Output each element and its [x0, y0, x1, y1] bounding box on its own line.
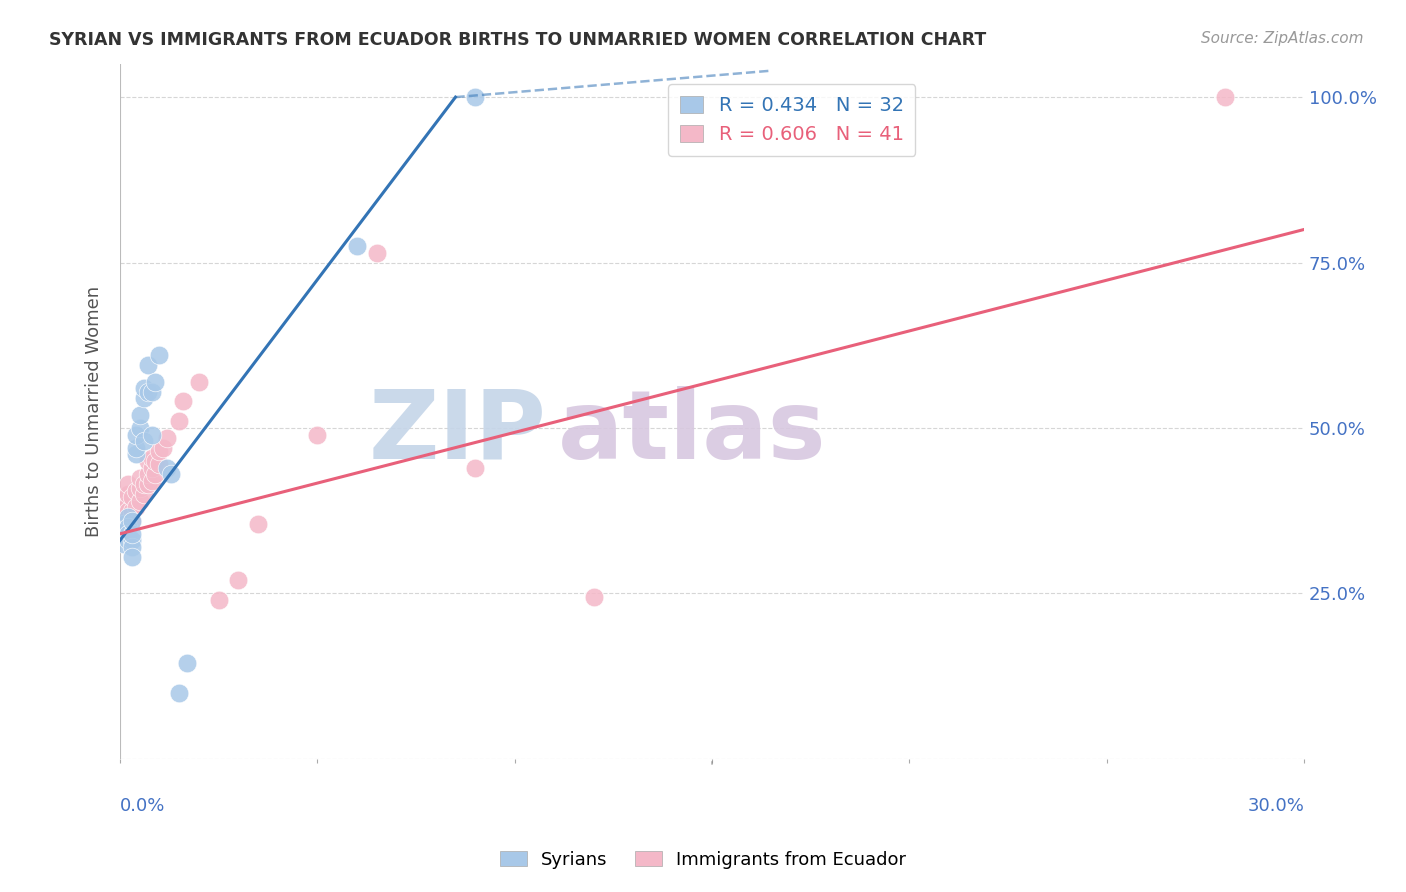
- Point: [125, 427, 148, 442]
- Point: [125, 447, 148, 461]
- Point: [141, 450, 163, 465]
- Point: [152, 441, 174, 455]
- Point: [121, 514, 143, 528]
- Text: SYRIAN VS IMMIGRANTS FROM ECUADOR BIRTHS TO UNMARRIED WOMEN CORRELATION CHART: SYRIAN VS IMMIGRANTS FROM ECUADOR BIRTHS…: [49, 31, 987, 49]
- Text: 0.0%: 0.0%: [120, 797, 166, 815]
- Point: [128, 408, 150, 422]
- Point: [136, 358, 159, 372]
- Point: [160, 467, 183, 482]
- Text: ZIP: ZIP: [368, 385, 547, 479]
- Point: [148, 348, 170, 362]
- Point: [156, 431, 179, 445]
- Point: [176, 656, 198, 670]
- Point: [145, 375, 167, 389]
- Point: [121, 533, 143, 548]
- Point: [121, 540, 143, 554]
- Point: [141, 427, 163, 442]
- Point: [148, 458, 170, 472]
- Point: [172, 394, 194, 409]
- Point: [117, 477, 139, 491]
- Point: [112, 507, 135, 521]
- Point: [141, 474, 163, 488]
- Point: [117, 520, 139, 534]
- Point: [112, 524, 135, 538]
- Point: [112, 514, 135, 528]
- Point: [156, 460, 179, 475]
- Point: [346, 239, 368, 253]
- Point: [128, 421, 150, 435]
- Point: [121, 526, 143, 541]
- Point: [247, 516, 270, 531]
- Point: [117, 497, 139, 511]
- Point: [141, 460, 163, 475]
- Point: [128, 493, 150, 508]
- Point: [464, 460, 486, 475]
- Point: [132, 477, 155, 491]
- Point: [136, 454, 159, 468]
- Point: [187, 375, 209, 389]
- Point: [366, 245, 388, 260]
- Point: [112, 500, 135, 515]
- Point: [117, 533, 139, 548]
- Y-axis label: Births to Unmarried Women: Births to Unmarried Women: [86, 285, 103, 537]
- Text: Source: ZipAtlas.com: Source: ZipAtlas.com: [1201, 31, 1364, 46]
- Legend: Syrians, Immigrants from Ecuador: Syrians, Immigrants from Ecuador: [492, 844, 914, 876]
- Point: [167, 685, 190, 699]
- Point: [121, 491, 143, 505]
- Point: [132, 434, 155, 449]
- Point: [145, 467, 167, 482]
- Point: [121, 503, 143, 517]
- Point: [141, 384, 163, 399]
- Point: [136, 477, 159, 491]
- Point: [136, 384, 159, 399]
- Point: [582, 590, 605, 604]
- Point: [117, 503, 139, 517]
- Legend: R = 0.434   N = 32, R = 0.606   N = 41: R = 0.434 N = 32, R = 0.606 N = 41: [668, 84, 915, 156]
- Point: [132, 381, 155, 395]
- Point: [117, 526, 139, 541]
- Point: [307, 427, 329, 442]
- Point: [112, 491, 135, 505]
- Point: [125, 483, 148, 498]
- Point: [132, 487, 155, 501]
- Point: [117, 510, 139, 524]
- Point: [112, 516, 135, 531]
- Point: [128, 470, 150, 484]
- Point: [145, 454, 167, 468]
- Point: [1213, 90, 1236, 104]
- Text: atlas: atlas: [558, 385, 827, 479]
- Point: [228, 573, 250, 587]
- Point: [121, 549, 143, 564]
- Point: [128, 481, 150, 495]
- Point: [136, 467, 159, 482]
- Point: [167, 414, 190, 428]
- Point: [125, 500, 148, 515]
- Point: [132, 391, 155, 405]
- Point: [112, 537, 135, 551]
- Point: [125, 441, 148, 455]
- Point: [148, 444, 170, 458]
- Point: [464, 90, 486, 104]
- Point: [121, 514, 143, 528]
- Point: [117, 487, 139, 501]
- Point: [208, 593, 231, 607]
- Text: 30.0%: 30.0%: [1247, 797, 1305, 815]
